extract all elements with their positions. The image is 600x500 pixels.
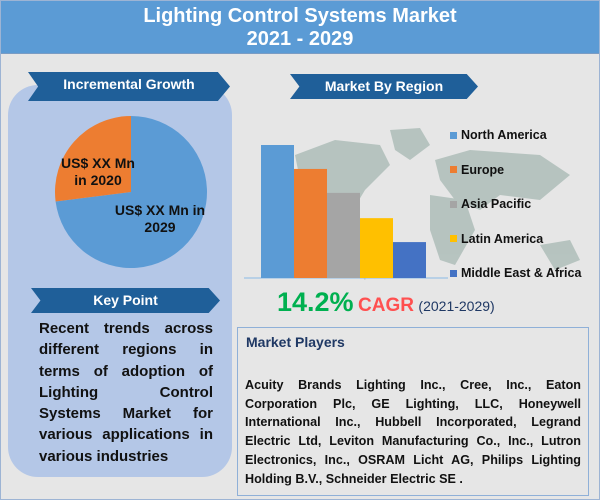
bar-europe <box>294 168 327 278</box>
market-players-box: Market Players Acuity Brands Lighting In… <box>237 327 589 496</box>
legend-label: Europe <box>461 162 505 177</box>
legend-swatch <box>450 269 457 277</box>
market-by-region-ribbon: Market By Region <box>290 74 478 99</box>
legend-label: North America <box>461 128 547 142</box>
title-line-1: Lighting Control Systems Market <box>143 5 457 27</box>
legend-item: Europe <box>450 163 504 177</box>
pie-chart <box>55 116 207 268</box>
pie-label-2020: US$ XX Mn in 2020 <box>61 155 135 188</box>
legend-label: Latin America <box>461 231 544 246</box>
bar-asia-pacific <box>327 192 360 278</box>
legend-swatch <box>450 200 457 208</box>
market-by-region-heading: Market By Region <box>324 78 444 94</box>
key-point-heading: Key Point <box>93 292 158 308</box>
legend-item: Asia Pacific <box>450 197 531 211</box>
title-line-2: 2021 - 2029 <box>246 28 354 50</box>
region-bar-chart <box>244 128 580 280</box>
pie-slice-2020 <box>55 116 131 202</box>
cagr-label: CAGR <box>358 295 414 316</box>
cagr-statement: 14.2% CAGR (2021-2029) <box>277 287 495 318</box>
key-point-body: Recent trends across different regions i… <box>39 320 213 423</box>
key-point-ribbon: Key Point <box>31 288 220 313</box>
bar-middle-east-africa <box>393 242 426 278</box>
incremental-growth-ribbon: Incremental Growth <box>28 72 230 101</box>
bar-latin-america <box>360 218 393 278</box>
legend-item: North America <box>450 128 547 142</box>
market-players-heading: Market Players <box>246 334 345 350</box>
bar-north-america <box>261 145 294 278</box>
incremental-growth-heading: Incremental Growth <box>63 76 195 92</box>
key-point-body-end: various applications in various industri… <box>39 426 213 465</box>
key-point-text: Recent trends across different regions i… <box>39 318 213 467</box>
legend-swatch <box>450 131 457 139</box>
pie-slice-2029 <box>55 116 207 268</box>
legend-swatch <box>450 235 457 242</box>
legend-item: Middle East & Africa <box>450 266 581 280</box>
legend-swatch <box>450 166 457 173</box>
cagr-value: 14.2% <box>277 287 354 317</box>
market-players-list: Acuity Brands Lighting Inc., Cree, Inc.,… <box>245 378 581 486</box>
legend-label: Middle East & Africa <box>461 266 582 280</box>
cagr-period: (2021-2029) <box>418 298 495 314</box>
header: Lighting Control Systems Market 2021 - 2… <box>1 1 599 54</box>
legend-item: Latin America <box>450 232 543 246</box>
pie-label-2029: US$ XX Mn in 2029 <box>114 202 206 235</box>
legend-label: Asia Pacific <box>461 197 532 211</box>
